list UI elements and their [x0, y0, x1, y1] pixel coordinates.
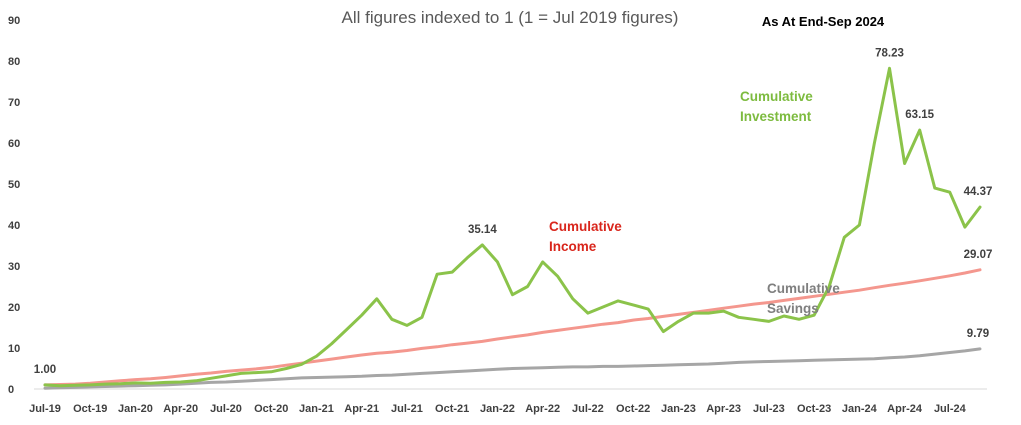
x-tick-label: Oct-20: [254, 403, 288, 415]
series-label-line: Cumulative: [767, 281, 840, 296]
x-tick-label: Jul-20: [210, 403, 242, 415]
x-tick-label: Apr-22: [525, 403, 560, 415]
series-label-line: Cumulative: [740, 89, 813, 104]
y-tick-label: 0: [8, 384, 14, 396]
series-label-line: Investment: [740, 109, 812, 124]
x-tick-label: Oct-19: [73, 403, 107, 415]
x-tick-label: Jul-22: [572, 403, 604, 415]
x-tick-label: Jan-22: [480, 403, 515, 415]
y-tick-label: 50: [8, 179, 20, 191]
x-tick-label: Jul-24: [934, 403, 967, 415]
x-tick-label: Apr-21: [344, 403, 379, 415]
as-at-annotation: As At End-Sep 2024: [762, 14, 885, 29]
y-tick-label: 70: [8, 97, 20, 109]
data-label: 63.15: [905, 109, 934, 121]
data-label: 29.07: [964, 249, 993, 261]
x-tick-label: Jan-24: [842, 403, 878, 415]
data-label: 35.14: [468, 224, 497, 236]
x-tick-label: Jul-19: [29, 403, 61, 415]
chart-title: All figures indexed to 1 (1 = Jul 2019 f…: [342, 8, 679, 27]
series-label-line: Savings: [767, 301, 819, 316]
data-label: 44.37: [964, 186, 993, 198]
y-tick-label: 10: [8, 343, 20, 355]
series-label-cumulative-investment: Cumulative Investment: [740, 89, 813, 124]
x-tick-label: Oct-23: [797, 403, 831, 415]
series-label-line: Income: [549, 239, 597, 254]
y-tick-label: 60: [8, 138, 20, 150]
series-lines-layer: [43, 66, 982, 390]
data-label: 78.23: [875, 47, 904, 59]
series-label-line: Cumulative: [549, 219, 622, 234]
series-label-cumulative-income: Cumulative Income: [549, 219, 622, 254]
x-tick-label: Apr-23: [706, 403, 741, 415]
x-tick-label: Apr-24: [887, 403, 923, 415]
x-tick-label: Jan-21: [299, 403, 334, 415]
x-tick-label: Oct-21: [435, 403, 469, 415]
labels-layer: 1.00 35.14 78.23 63.15 44.37 29.07 9.79 Cumulat…: [34, 47, 993, 376]
data-label: 1.00: [34, 364, 56, 376]
x-tick-label: Jan-20: [118, 403, 153, 415]
x-tick-label: Apr-20: [163, 403, 198, 415]
y-tick-label: 80: [8, 56, 20, 68]
x-tick-label: Jan-23: [661, 403, 696, 415]
y-tick-label: 30: [8, 261, 20, 273]
x-tick-label: Jul-21: [391, 403, 423, 415]
y-tick-label: 20: [8, 302, 20, 314]
series-line-cumulative-investment: [43, 66, 982, 388]
x-tick-label: Jul-23: [753, 403, 785, 415]
x-tick-label: Oct-22: [616, 403, 650, 415]
data-label: 9.79: [967, 328, 989, 340]
axes-layer: 0 10 20 30 40 50 60 70 80 90 Jul-19 Oct-19 Jan-20 Apr…: [8, 15, 987, 415]
series-label-cumulative-savings: Cumulative Savings: [767, 281, 840, 316]
series-line-cumulative-savings: [43, 347, 982, 390]
y-tick-label: 40: [8, 220, 20, 232]
y-tick-label: 90: [8, 15, 20, 27]
